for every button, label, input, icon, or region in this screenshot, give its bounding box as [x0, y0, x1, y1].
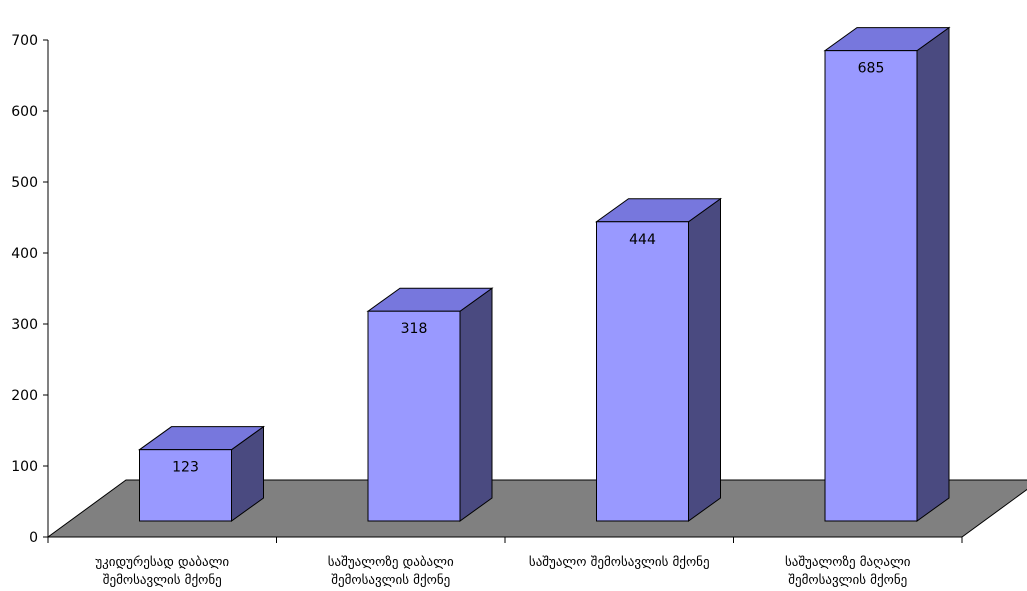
x-category-label: საშუალოზე მაღალი შემოსავლის მქონე	[785, 555, 911, 588]
y-tick-label: 100	[11, 459, 38, 475]
bar	[137, 425, 266, 522]
bar-side-face	[916, 26, 950, 522]
y-tick-label: 400	[11, 246, 38, 262]
bar-side-face	[459, 287, 493, 522]
bar-side-face	[688, 197, 721, 522]
bar-data-label: 318	[401, 321, 428, 337]
x-category-label-line: საშუალოზე მაღალი	[785, 555, 911, 570]
x-category-label-line: უკიდურესად დაბალი	[95, 555, 229, 570]
bar	[594, 197, 723, 522]
y-tick-label: 200	[11, 388, 38, 404]
bar-front-face	[367, 310, 461, 522]
x-category-label-line: შემოსავლის მქონე	[103, 573, 222, 588]
bar-front-face	[139, 449, 232, 522]
x-category-label: საშუალოზე დაბალი შემოსავლის მქონე	[328, 555, 454, 588]
y-tick-label: 700	[11, 33, 38, 49]
bar-front-face	[596, 221, 689, 522]
bar-data-label: 444	[629, 232, 656, 248]
x-category-label-line: შემოსავლის მქონე	[788, 573, 907, 588]
x-category-label-line: საშუალოზე დაბალი	[328, 555, 454, 570]
x-category-label-line: შემოსავლის მქონე	[331, 573, 450, 588]
x-category-label: საშუალო შემოსავლის მქონე	[529, 555, 710, 570]
x-category-label: უკიდურესად დაბალი შემოსავლის მქონე	[95, 555, 229, 588]
y-tick-label: 0	[29, 530, 38, 546]
bar	[366, 287, 494, 522]
y-tick-label: 300	[11, 317, 38, 333]
bar	[823, 26, 951, 522]
y-tick-label: 500	[11, 175, 38, 191]
y-tick-label: 600	[11, 104, 38, 120]
bar-front-face	[824, 50, 918, 522]
bar-data-label: 123	[172, 460, 199, 476]
x-category-label-line: საშუალო შემოსავლის მქონე	[529, 555, 710, 570]
bar-data-label: 685	[858, 61, 885, 77]
